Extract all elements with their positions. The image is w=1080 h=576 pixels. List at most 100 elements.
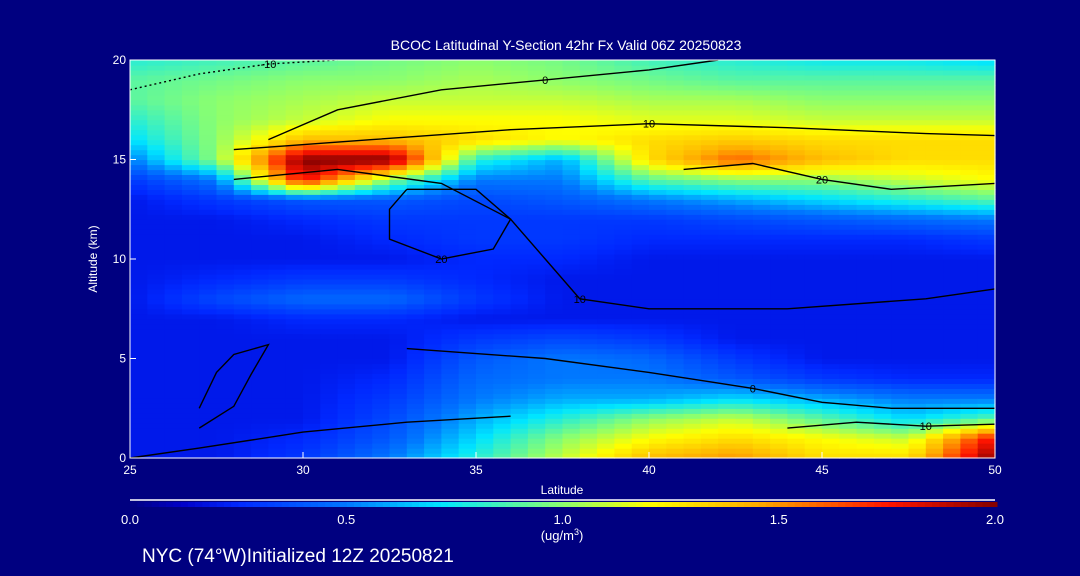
heatmap-cell bbox=[873, 323, 892, 330]
heatmap-cell bbox=[216, 79, 235, 86]
heatmap-cell bbox=[493, 343, 512, 350]
heatmap-cell bbox=[649, 204, 667, 210]
heatmap-cell bbox=[873, 94, 892, 101]
heatmap-cell bbox=[873, 169, 892, 175]
heatmap-cell bbox=[527, 338, 546, 345]
heatmap-cell bbox=[891, 164, 910, 171]
heatmap-cell bbox=[199, 214, 218, 220]
colorbar-segment bbox=[166, 502, 174, 507]
heatmap-cell bbox=[441, 65, 460, 71]
heatmap-cell bbox=[614, 293, 633, 300]
heatmap-cell bbox=[943, 214, 961, 220]
heatmap-cell bbox=[770, 443, 788, 449]
heatmap-cell bbox=[891, 229, 910, 235]
colorbar-segment bbox=[708, 502, 716, 507]
heatmap-cell bbox=[354, 159, 373, 166]
heatmap-cell bbox=[770, 134, 788, 141]
heatmap-cell bbox=[441, 169, 460, 175]
heatmap-cell bbox=[891, 224, 910, 230]
heatmap-cell bbox=[770, 403, 788, 409]
heatmap-cell bbox=[873, 104, 892, 111]
heatmap-cell bbox=[389, 358, 408, 365]
heatmap-cell bbox=[285, 423, 304, 429]
heatmap-cell bbox=[839, 229, 858, 235]
heatmap-cell bbox=[718, 373, 737, 379]
heatmap-cell bbox=[631, 283, 650, 290]
heatmap-cell bbox=[839, 259, 858, 265]
heatmap-cell bbox=[199, 408, 218, 414]
heatmap-cell bbox=[268, 164, 287, 171]
heatmap-cell bbox=[268, 298, 287, 305]
heatmap-cell bbox=[597, 89, 615, 96]
heatmap-cell bbox=[493, 393, 512, 399]
heatmap-cell bbox=[562, 189, 581, 195]
heatmap-cell bbox=[285, 323, 304, 330]
heatmap-cell bbox=[839, 303, 858, 310]
heatmap-cell bbox=[666, 109, 685, 116]
heatmap-cell bbox=[925, 189, 944, 195]
contour-line bbox=[406, 347, 995, 409]
heatmap-cell bbox=[285, 89, 304, 96]
heatmap-cell bbox=[943, 393, 961, 399]
heatmap-cell bbox=[372, 323, 391, 330]
heatmap-cell bbox=[476, 139, 494, 146]
heatmap-cell bbox=[943, 443, 961, 449]
heatmap-cell bbox=[873, 134, 892, 141]
heatmap-cell bbox=[891, 298, 910, 305]
heatmap-cell bbox=[666, 388, 685, 394]
heatmap-cell bbox=[579, 204, 598, 210]
heatmap-cell bbox=[960, 333, 979, 340]
heatmap-cell bbox=[493, 338, 512, 345]
heatmap-cell bbox=[579, 393, 598, 399]
heatmap-cell bbox=[458, 104, 477, 111]
heatmap-cell bbox=[787, 94, 806, 101]
heatmap-cell bbox=[752, 84, 771, 91]
heatmap-cell bbox=[285, 234, 304, 240]
heatmap-cell bbox=[562, 214, 581, 220]
heatmap-cell bbox=[493, 174, 512, 180]
heatmap-cell bbox=[977, 403, 996, 409]
heatmap-cell bbox=[233, 189, 252, 195]
heatmap-cell bbox=[977, 398, 996, 404]
heatmap-cell bbox=[181, 144, 200, 151]
heatmap-cell bbox=[303, 129, 321, 136]
heatmap-cell bbox=[943, 119, 961, 126]
heatmap-cell bbox=[943, 378, 961, 384]
heatmap-cell bbox=[199, 104, 218, 111]
heatmap-cell bbox=[631, 184, 650, 190]
heatmap-cell bbox=[614, 428, 633, 434]
heatmap-cell bbox=[303, 338, 321, 345]
heatmap-cell bbox=[441, 358, 460, 365]
heatmap-cell bbox=[839, 119, 858, 126]
heatmap-cell bbox=[372, 209, 391, 215]
heatmap-cell bbox=[372, 164, 391, 171]
heatmap-cell bbox=[216, 323, 235, 330]
heatmap-cell bbox=[545, 343, 564, 350]
heatmap-cell bbox=[666, 308, 685, 315]
heatmap-cell bbox=[562, 104, 581, 111]
heatmap-cell bbox=[873, 84, 892, 91]
heatmap-cell bbox=[891, 259, 910, 265]
heatmap-cell bbox=[389, 308, 408, 315]
heatmap-cell bbox=[130, 413, 148, 419]
heatmap-cell bbox=[614, 189, 633, 195]
heatmap-cell bbox=[752, 264, 771, 270]
heatmap-cell bbox=[320, 144, 339, 151]
heatmap-cell bbox=[960, 184, 979, 190]
heatmap-cell bbox=[130, 174, 148, 180]
heatmap-cell bbox=[908, 283, 927, 290]
heatmap-cell bbox=[752, 184, 771, 190]
heatmap-cell bbox=[891, 398, 910, 404]
heatmap-cell bbox=[562, 139, 581, 146]
heatmap-cell bbox=[199, 149, 218, 156]
heatmap-cell bbox=[130, 353, 148, 360]
colorbar-segment bbox=[397, 502, 405, 507]
heatmap-cell bbox=[406, 288, 425, 295]
heatmap-cell bbox=[233, 124, 252, 131]
heatmap-cell bbox=[389, 249, 408, 255]
heatmap-cell bbox=[977, 114, 996, 121]
heatmap-cell bbox=[147, 65, 166, 71]
heatmap-cell bbox=[597, 179, 615, 185]
heatmap-cell bbox=[977, 264, 996, 270]
heatmap-cell bbox=[770, 269, 788, 275]
